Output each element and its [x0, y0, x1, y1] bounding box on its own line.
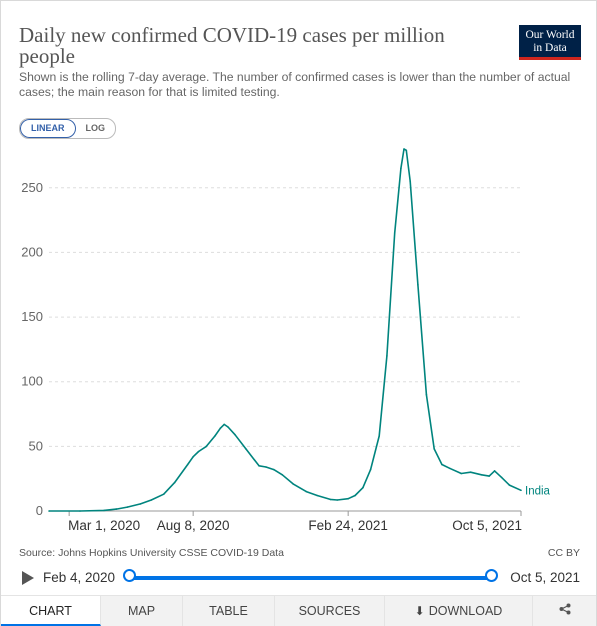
timeline-track[interactable] [131, 576, 491, 580]
data-point [329, 498, 332, 501]
chart-subtitle: Shown is the rolling 7-day average. The … [19, 70, 571, 99]
tab-chart[interactable]: CHART [1, 596, 101, 626]
data-point [460, 472, 463, 475]
y-tick-label: 100 [21, 374, 43, 389]
data-point [103, 509, 105, 512]
y-tick-label: 0 [36, 503, 43, 518]
tab-map[interactable]: MAP [101, 596, 183, 626]
data-point [227, 426, 229, 428]
data-point [223, 423, 225, 426]
data-point [400, 167, 402, 170]
source-note[interactable]: Source: Johns Hopkins University CSSE CO… [19, 547, 284, 559]
data-point [433, 448, 436, 450]
data-point [403, 148, 405, 150]
timeline-start-handle[interactable] [123, 569, 136, 582]
log-scale-button[interactable]: LOG [85, 123, 106, 133]
data-point [292, 483, 294, 485]
data-point [493, 470, 496, 472]
linear-scale-button[interactable]: LINEAR [20, 119, 76, 138]
series-label: India [525, 485, 551, 497]
data-point [405, 149, 408, 152]
share-button[interactable] [533, 596, 596, 626]
data-point [79, 510, 81, 512]
data-point [115, 508, 118, 510]
data-point [336, 499, 339, 501]
data-point [48, 510, 50, 512]
tab-table[interactable]: TABLE [183, 596, 275, 626]
timeline-start-label: Feb 4, 2020 [43, 570, 116, 585]
y-tick-label: 250 [21, 180, 43, 195]
play-icon[interactable] [22, 571, 34, 585]
series-line-india [49, 148, 522, 512]
data-point [362, 486, 364, 489]
data-point [234, 433, 236, 436]
tab-download[interactable]: ⬇ DOWNLOAD [385, 596, 533, 626]
data-point [245, 448, 247, 450]
logo-line-2: in Data [533, 42, 567, 54]
data-point [393, 232, 396, 234]
data-point [488, 475, 491, 477]
share-icon [559, 603, 570, 615]
data-point [126, 506, 129, 508]
data-point [425, 393, 428, 396]
data-point [265, 466, 267, 468]
data-point [214, 435, 216, 437]
x-tick-label: Mar 1, 2020 [68, 518, 140, 533]
y-tick-label: 200 [21, 244, 43, 259]
data-point [316, 494, 319, 497]
download-icon: ⬇ [414, 604, 425, 618]
data-point [139, 503, 142, 505]
data-point [409, 180, 412, 183]
data-point [273, 468, 275, 471]
owid-logo[interactable]: Our World in Data [519, 25, 581, 60]
license-link[interactable]: CC BY [547, 547, 580, 559]
data-point [197, 450, 200, 453]
data-point [520, 489, 522, 492]
timeline-slider: Feb 4, 2020 Oct 5, 2021 [19, 567, 584, 589]
y-tick-label: 150 [21, 309, 43, 324]
data-point [386, 355, 388, 357]
x-tick-label: Aug 8, 2020 [157, 518, 230, 533]
data-point [305, 490, 308, 493]
data-point [417, 284, 419, 286]
data-point [186, 463, 189, 466]
data-point [500, 476, 503, 479]
data-point [205, 445, 208, 448]
data-point [347, 497, 350, 500]
data-point [378, 435, 381, 437]
download-label: DOWNLOAD [428, 604, 503, 618]
scale-toggle: LINEAR LOG [19, 118, 116, 139]
data-point [258, 465, 260, 467]
data-point [173, 481, 176, 484]
x-tick-label: Oct 5, 2021 [452, 518, 522, 533]
data-point [508, 484, 511, 486]
data-point [281, 474, 284, 476]
line-chart: 0 50 100 150 200 250 Mar 1, 2020 Aug 8, 2020 Feb… [21, 148, 551, 533]
data-point [219, 427, 222, 430]
data-point [192, 455, 194, 458]
timeline-end-handle[interactable] [485, 569, 498, 582]
data-point [369, 468, 372, 471]
chart-title: Daily new confirmed COVID-19 cases per m… [19, 23, 445, 68]
data-point [448, 467, 451, 470]
data-point [480, 474, 483, 476]
x-tick-label: Feb 24, 2021 [308, 518, 388, 533]
data-point [469, 471, 472, 474]
logo-line-1: Our World [525, 29, 575, 41]
y-tick-label: 50 [29, 438, 43, 453]
data-point [441, 463, 443, 466]
tab-sources[interactable]: SOURCES [275, 596, 385, 626]
data-point [162, 493, 165, 496]
data-point [354, 494, 356, 497]
data-point [150, 499, 153, 501]
timeline-end-label: Oct 5, 2021 [510, 570, 580, 585]
tab-bar: CHART MAP TABLE SOURCES ⬇ DOWNLOAD [1, 595, 596, 626]
